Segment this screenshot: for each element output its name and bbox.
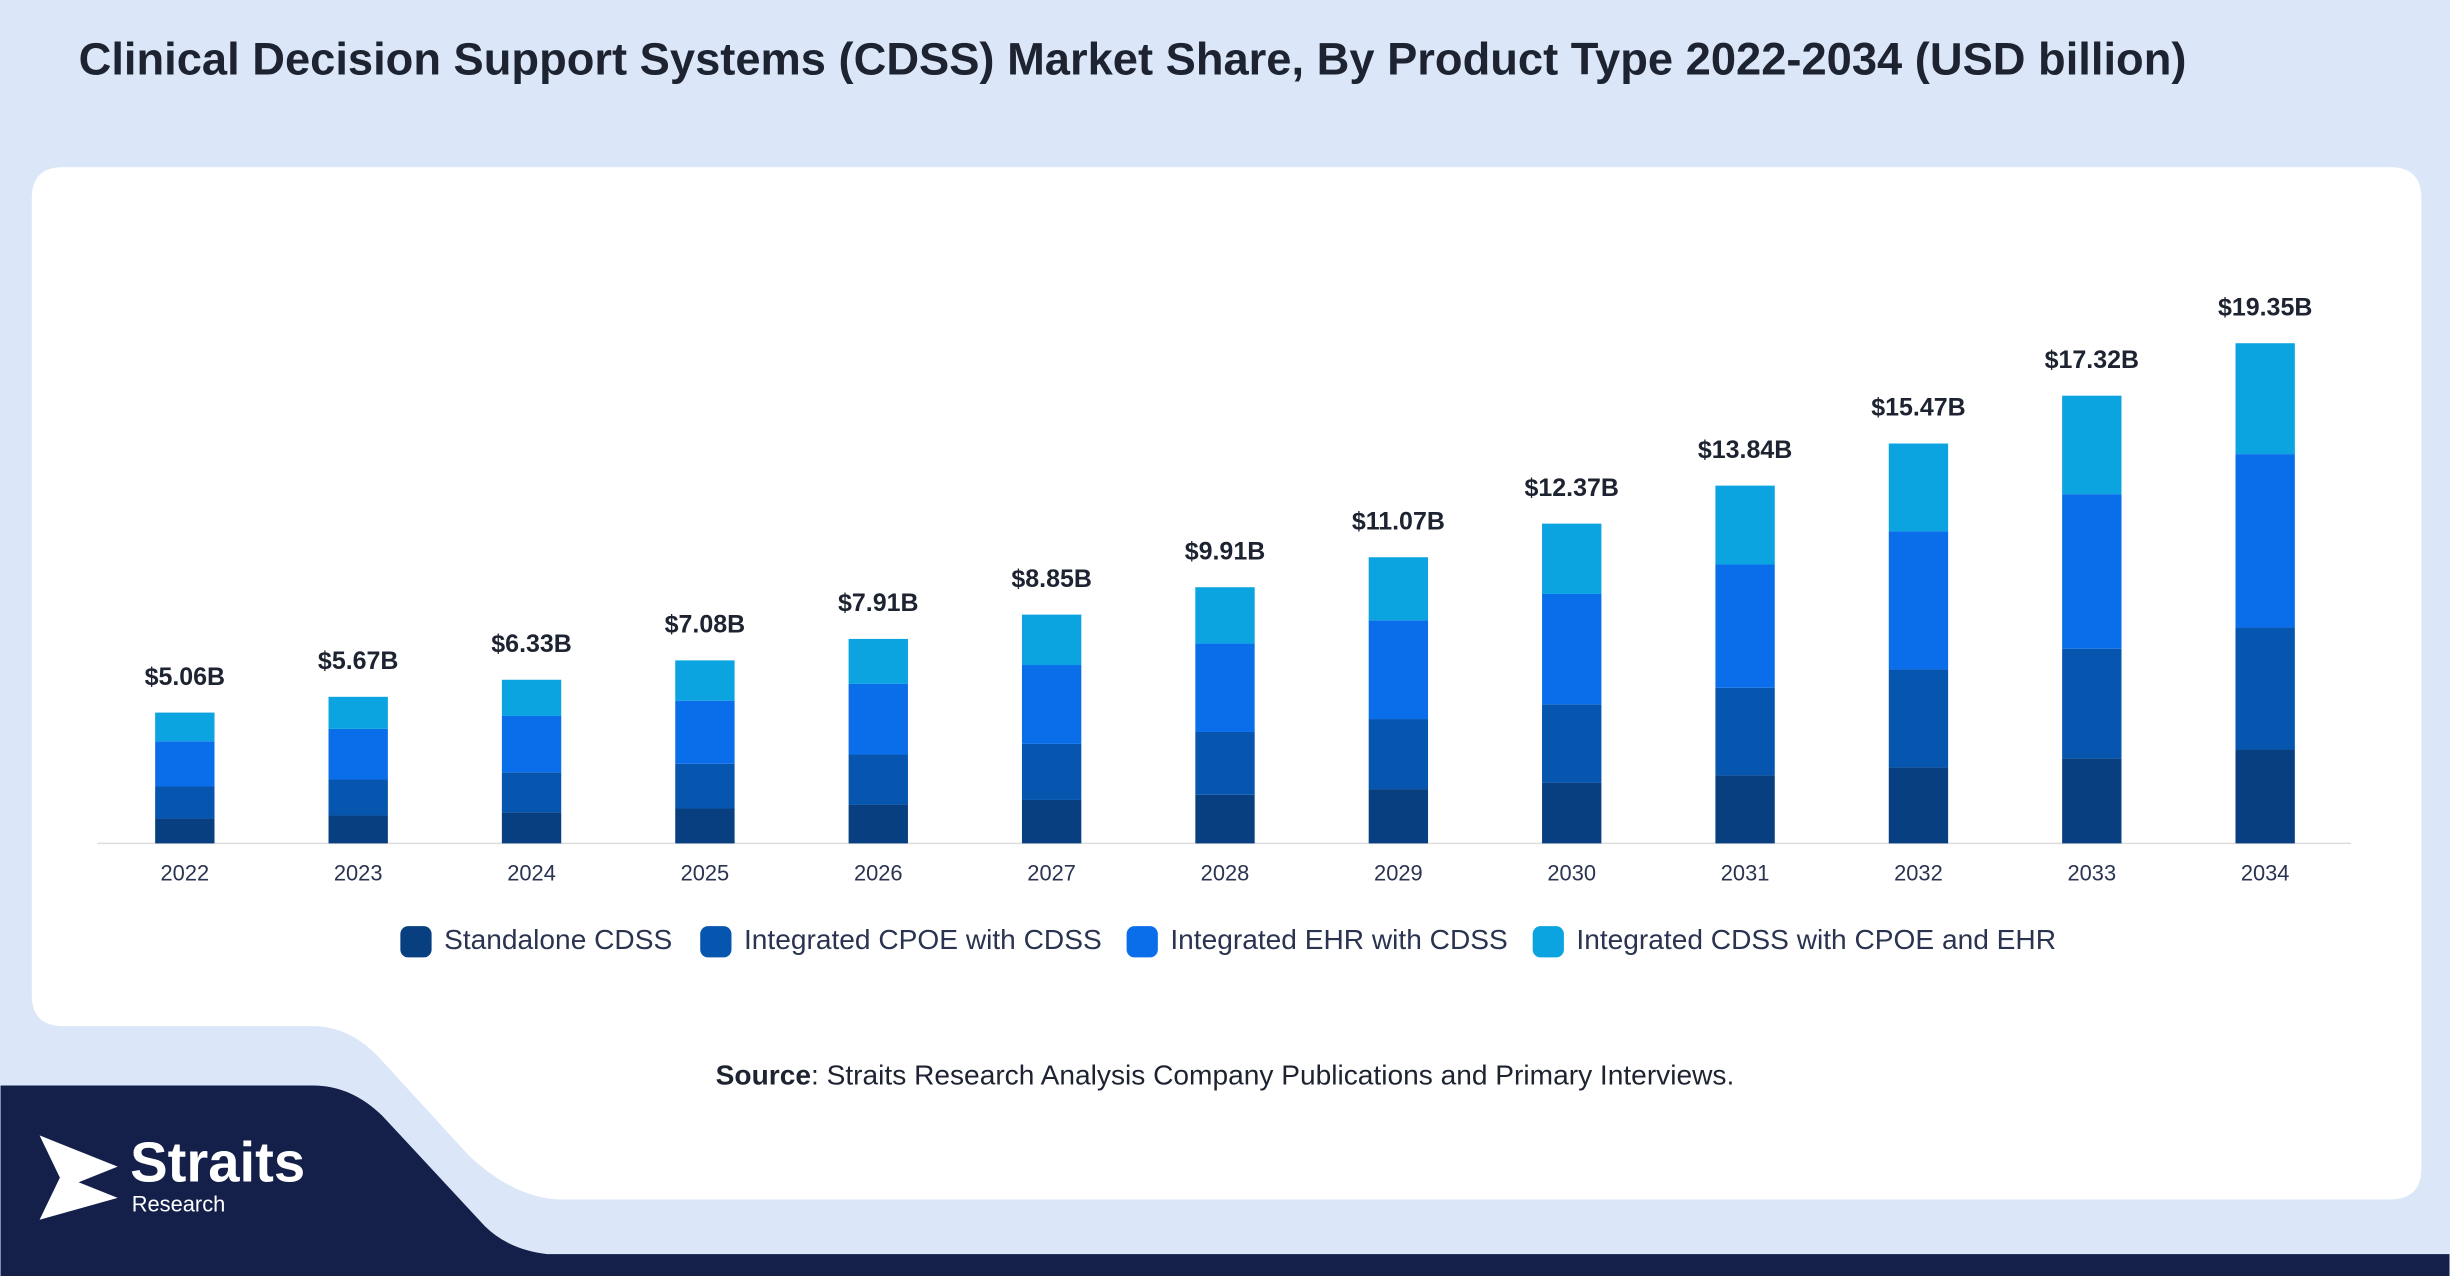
bar-segment — [1888, 531, 1949, 670]
bar-segment — [1542, 704, 1602, 783]
x-tick-label: 2025 — [681, 860, 730, 885]
footer-shape — [0, 1085, 2450, 1276]
bar-segment — [2062, 648, 2122, 759]
source-label: Source — [716, 1060, 811, 1091]
total-label: $8.85B — [1011, 565, 1092, 593]
bar-segment — [1195, 731, 1255, 795]
bar-segment — [155, 818, 215, 844]
legend-swatch — [700, 926, 732, 958]
x-tick-label: 2022 — [161, 860, 210, 885]
bar-segment — [2062, 758, 2122, 844]
bar-segment — [1368, 789, 1429, 844]
total-label: $5.06B — [145, 663, 226, 691]
total-label: $12.37B — [1525, 474, 1619, 502]
bar-segment — [328, 815, 388, 844]
logo-subtitle: Research — [132, 1191, 226, 1216]
bar-segment — [155, 712, 215, 742]
bar-segment — [2062, 395, 2122, 495]
total-label: $7.91B — [838, 589, 919, 617]
bar-segment — [1542, 593, 1602, 705]
chart-title: Clinical Decision Support Systems (CDSS)… — [79, 33, 2187, 84]
bar-segment — [2235, 627, 2295, 750]
bar-segment — [1368, 557, 1429, 621]
bar-segment — [1888, 767, 1949, 844]
x-tick-label: 2026 — [854, 860, 903, 885]
legend-swatch — [1532, 926, 1564, 958]
bar-segment — [1021, 665, 1082, 744]
x-tick-label: 2034 — [2241, 860, 2290, 885]
legend-label: Integrated CDSS with CPOE and EHR — [1576, 924, 2056, 955]
bar-segment — [501, 679, 562, 716]
bar-segment — [501, 772, 562, 813]
x-tick-label: 2024 — [507, 860, 556, 885]
bar-segment — [1368, 620, 1429, 720]
bar-segment — [848, 754, 908, 805]
total-label: $5.67B — [318, 647, 399, 675]
bar-segment — [1542, 523, 1602, 594]
bar-segment — [848, 638, 908, 684]
bar-segment — [1195, 643, 1255, 732]
total-label: $17.32B — [2045, 346, 2139, 374]
x-tick-label: 2023 — [334, 860, 383, 885]
source: Source: Straits Research Analysis Compan… — [716, 1060, 1735, 1091]
source-text: : Straits Research Analysis Company Publ… — [811, 1060, 1734, 1091]
bar-segment — [848, 804, 908, 844]
bar-segment — [1195, 794, 1255, 844]
legend-label: Standalone CDSS — [444, 924, 672, 955]
total-label: $15.47B — [1871, 394, 1965, 422]
bar-segment — [1715, 485, 1775, 565]
x-tick-label: 2028 — [1201, 860, 1250, 885]
bar-segment — [675, 700, 735, 764]
bar-segment — [1715, 775, 1775, 844]
total-label: $6.33B — [491, 630, 572, 658]
bar-segment — [2235, 343, 2295, 455]
bar-segment — [328, 779, 388, 816]
legend-label: Integrated EHR with CDSS — [1170, 924, 1507, 955]
bar-segment — [155, 786, 215, 819]
total-label: $13.84B — [1698, 436, 1792, 464]
bar-segment — [501, 715, 562, 773]
total-label: $9.91B — [1185, 537, 1266, 565]
bar-segment — [328, 728, 388, 780]
bar-segment — [675, 808, 735, 844]
bar-segment — [1021, 799, 1082, 844]
total-label: $19.35B — [2218, 293, 2312, 321]
bar-segment — [675, 763, 735, 809]
legend-swatch — [1126, 926, 1158, 958]
x-tick-label: 2033 — [2067, 860, 2116, 885]
x-tick-label: 2032 — [1894, 860, 1943, 885]
bar-segment — [1715, 687, 1775, 776]
legend-label: Integrated CPOE with CDSS — [744, 924, 1102, 955]
bar-segment — [1195, 587, 1255, 644]
legend-swatch — [400, 926, 432, 958]
logo-icon — [39, 1135, 118, 1220]
bar-segment — [1368, 719, 1429, 790]
total-label: $11.07B — [1352, 507, 1445, 535]
bar-segment — [1888, 669, 1949, 768]
bar-segment — [2062, 494, 2122, 649]
bar-segment — [848, 683, 908, 755]
bar-segment — [675, 660, 735, 701]
bar-segment — [155, 741, 215, 787]
total-label: $7.08B — [665, 611, 746, 639]
bar-segment — [2235, 454, 2295, 628]
bar-segment — [501, 812, 562, 844]
bar-segment — [1542, 782, 1602, 844]
bar-segment — [1021, 614, 1082, 666]
bar-segment — [1715, 564, 1775, 688]
x-tick-label: 2029 — [1374, 860, 1423, 885]
bar-segment — [2235, 749, 2295, 844]
x-tick-label: 2031 — [1721, 860, 1770, 885]
bar-segment — [1021, 743, 1082, 800]
bar-segment — [1888, 443, 1949, 532]
bar-segment — [328, 696, 388, 729]
x-tick-label: 2030 — [1547, 860, 1596, 885]
x-tick-label: 2027 — [1027, 860, 1076, 885]
logo-name: Straits — [130, 1131, 305, 1194]
